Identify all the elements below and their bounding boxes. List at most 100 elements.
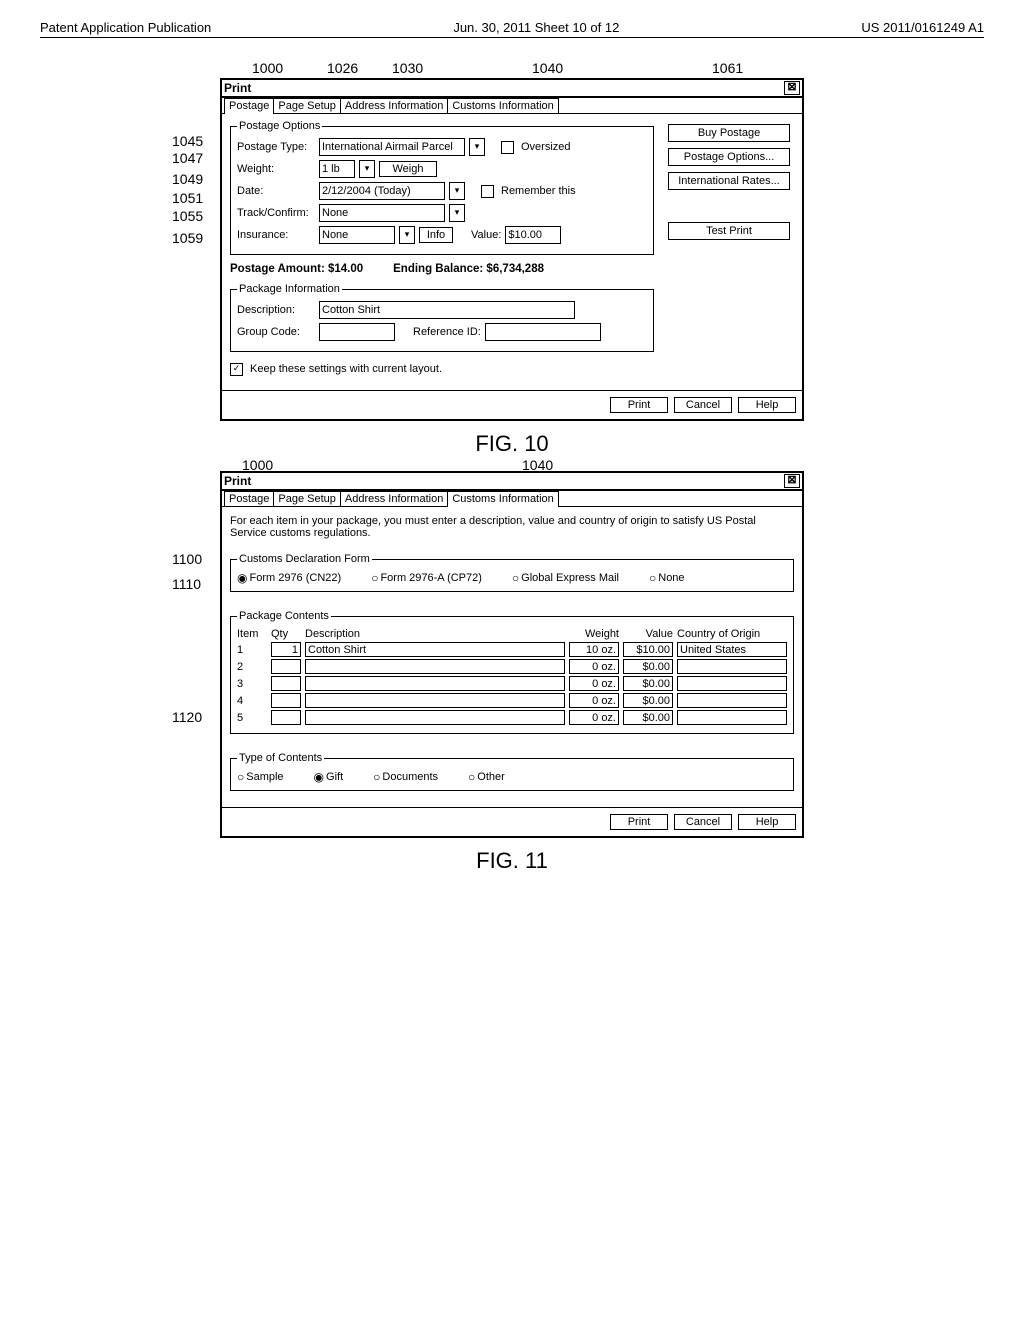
print-button[interactable]: Print (610, 397, 668, 413)
oversized-checkbox[interactable] (501, 141, 514, 154)
radio-gift[interactable]: ◉Gift (314, 770, 344, 784)
help-button[interactable]: Help (738, 397, 796, 413)
desc-input[interactable] (305, 710, 565, 725)
callout-1059: 1059 (172, 230, 203, 246)
callout-1000: 1000 (252, 60, 283, 76)
titlebar: Print ⊠ (222, 80, 802, 98)
country-input[interactable] (677, 642, 787, 657)
item-number: 4 (237, 695, 267, 707)
customs-declaration-group: Customs Declaration Form ◉Form 2976 (CN2… (230, 553, 794, 592)
remember-label: Remember this (501, 185, 576, 197)
country-input[interactable] (677, 676, 787, 691)
track-confirm-select[interactable] (319, 204, 445, 222)
group-code-input[interactable] (319, 323, 395, 341)
weight-input[interactable] (569, 710, 619, 725)
tab-bar: Postage Page Setup Address Information C… (222, 491, 802, 507)
window-title: Print (224, 474, 251, 488)
radio-form-2976[interactable]: ◉Form 2976 (CN22) (237, 571, 341, 585)
header-left: Patent Application Publication (40, 20, 211, 35)
radio-none[interactable]: ○None (649, 571, 685, 585)
qty-input[interactable] (271, 710, 301, 725)
weight-input[interactable] (569, 676, 619, 691)
postage-options-button[interactable]: Postage Options... (668, 148, 790, 166)
remember-checkbox[interactable] (481, 185, 494, 198)
weight-input[interactable] (569, 659, 619, 674)
chevron-down-icon[interactable]: ▾ (359, 160, 375, 178)
country-input[interactable] (677, 693, 787, 708)
col-item: Item (237, 628, 267, 640)
international-rates-button[interactable]: International Rates... (668, 172, 790, 190)
chevron-down-icon[interactable]: ▾ (449, 182, 465, 200)
tab-postage[interactable]: Postage (224, 491, 274, 506)
table-row: 5 (237, 710, 787, 725)
weight-input[interactable] (569, 642, 619, 657)
item-number: 5 (237, 712, 267, 724)
table-row: 1 (237, 642, 787, 657)
value-input[interactable] (623, 659, 673, 674)
desc-input[interactable] (305, 693, 565, 708)
item-number: 1 (237, 644, 267, 656)
tab-page-setup[interactable]: Page Setup (273, 491, 341, 506)
date-input[interactable] (319, 182, 445, 200)
help-button[interactable]: Help (738, 814, 796, 830)
customs-note: For each item in your package, you must … (230, 515, 794, 539)
radio-form-2976a[interactable]: ○Form 2976-A (CP72) (371, 571, 482, 585)
buy-postage-button[interactable]: Buy Postage (668, 124, 790, 142)
description-input[interactable] (319, 301, 575, 319)
weigh-button[interactable]: Weigh (379, 161, 437, 177)
tab-postage[interactable]: Postage (224, 98, 274, 114)
radio-documents[interactable]: ○Documents (373, 770, 438, 784)
tab-page-setup[interactable]: Page Setup (273, 98, 341, 113)
value-input[interactable] (623, 642, 673, 657)
table-row: 3 (237, 676, 787, 691)
callout-1030: 1030 (392, 60, 423, 76)
radio-global-express[interactable]: ○Global Express Mail (512, 571, 619, 585)
desc-input[interactable] (305, 642, 565, 657)
info-button[interactable]: Info (419, 227, 453, 243)
chevron-down-icon[interactable]: ▾ (449, 204, 465, 222)
chevron-down-icon[interactable]: ▾ (399, 226, 415, 244)
page-header: Patent Application Publication Jun. 30, … (40, 20, 984, 38)
callout-1049: 1049 (172, 171, 203, 187)
table-row: 2 (237, 659, 787, 674)
value-input[interactable] (505, 226, 561, 244)
insurance-label: Insurance: (237, 229, 315, 241)
tab-address-information[interactable]: Address Information (340, 491, 448, 506)
value-input[interactable] (623, 710, 673, 725)
tab-customs-information[interactable]: Customs Information (447, 98, 558, 113)
keep-settings-checkbox[interactable]: ✓ (230, 363, 243, 376)
weight-input[interactable] (319, 160, 355, 178)
test-print-button[interactable]: Test Print (668, 222, 790, 240)
insurance-select[interactable] (319, 226, 395, 244)
date-label: Date: (237, 185, 315, 197)
oversized-label: Oversized (521, 141, 571, 153)
desc-input[interactable] (305, 659, 565, 674)
postage-type-select[interactable] (319, 138, 465, 156)
tab-customs-information[interactable]: Customs Information (447, 491, 558, 507)
radio-sample[interactable]: ○Sample (237, 770, 284, 784)
desc-input[interactable] (305, 676, 565, 691)
table-row: 4 (237, 693, 787, 708)
radio-other[interactable]: ○Other (468, 770, 505, 784)
cancel-button[interactable]: Cancel (674, 397, 732, 413)
country-input[interactable] (677, 710, 787, 725)
value-input[interactable] (623, 693, 673, 708)
type-of-contents-legend: Type of Contents (237, 752, 324, 764)
package-contents-group: Package Contents Item Qty Description We… (230, 610, 794, 734)
cancel-button[interactable]: Cancel (674, 814, 732, 830)
package-information-group: Package Information Description: Group C… (230, 283, 654, 352)
value-input[interactable] (623, 676, 673, 691)
postage-amount: Postage Amount: $14.00 (230, 263, 363, 275)
country-input[interactable] (677, 659, 787, 674)
weight-input[interactable] (569, 693, 619, 708)
qty-input[interactable] (271, 693, 301, 708)
qty-input[interactable] (271, 676, 301, 691)
qty-input[interactable] (271, 642, 301, 657)
tab-address-information[interactable]: Address Information (340, 98, 448, 113)
print-button[interactable]: Print (610, 814, 668, 830)
reference-id-input[interactable] (485, 323, 601, 341)
close-icon[interactable]: ⊠ (784, 474, 800, 488)
close-icon[interactable]: ⊠ (784, 81, 800, 95)
qty-input[interactable] (271, 659, 301, 674)
chevron-down-icon[interactable]: ▾ (469, 138, 485, 156)
